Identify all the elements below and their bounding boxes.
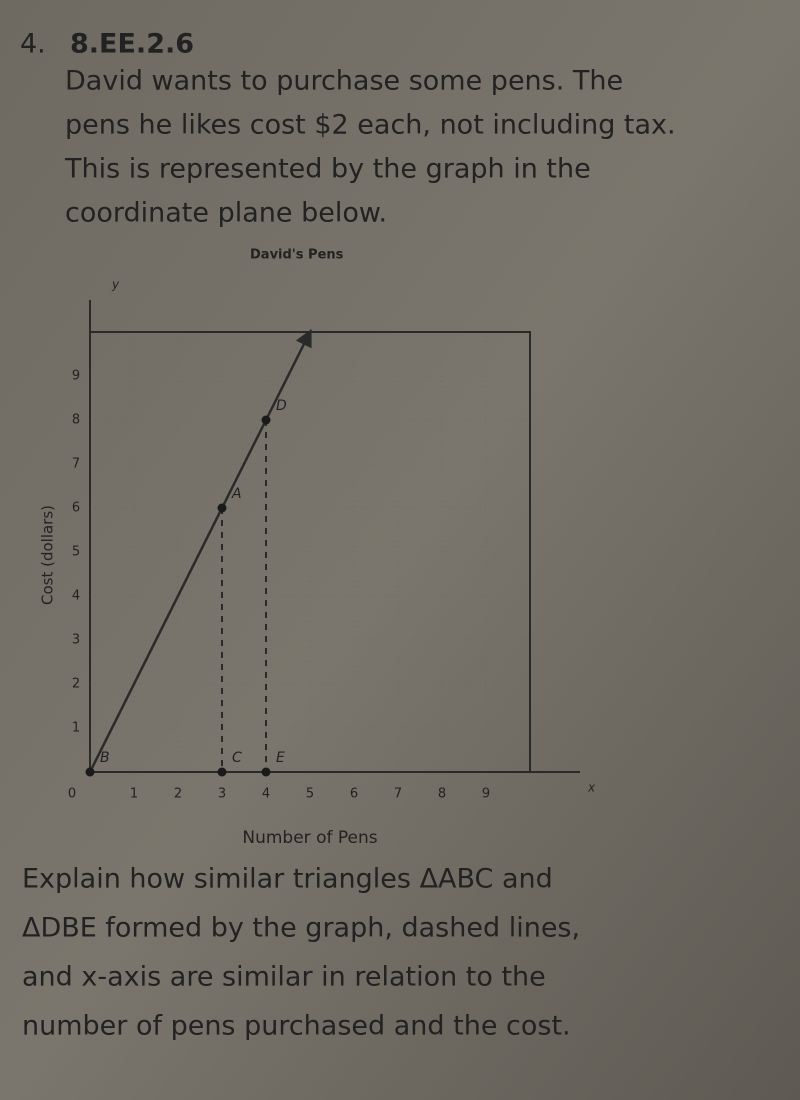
point — [217, 767, 227, 777]
x-tick-label: 2 — [174, 787, 182, 802]
point-label: A — [231, 486, 242, 502]
x-tick-label: 6 — [350, 787, 358, 802]
y-axis-letter: y — [111, 278, 120, 292]
x-tick-label: 0 — [68, 787, 76, 802]
point — [85, 767, 95, 777]
x-tick-label: 5 — [306, 787, 314, 802]
problem-line: This is represented by the graph in the — [64, 154, 591, 185]
point-label: B — [100, 750, 110, 766]
y-tick-label: 2 — [72, 677, 80, 692]
x-axis-label: Number of Pens — [242, 828, 377, 848]
x-tick-label: 4 — [262, 787, 270, 802]
question-line: ΔDBE formed by the graph, dashed lines, — [22, 913, 580, 944]
y-tick-label: 7 — [72, 457, 80, 472]
point-label: E — [276, 750, 285, 766]
chart-title: David's Pens — [250, 248, 344, 263]
problem-line: coordinate plane below. — [65, 198, 387, 229]
point — [217, 503, 227, 513]
question-line: Explain how similar triangles ΔABC and — [22, 864, 553, 895]
y-tick-label: 9 — [72, 369, 80, 384]
standard: 8.EE.2.6 — [70, 29, 194, 60]
point-label: D — [276, 398, 287, 414]
point-label: C — [232, 750, 242, 766]
data-line — [88, 328, 312, 773]
x-tick-label: 8 — [438, 787, 446, 802]
problem-number: 4. — [20, 29, 46, 60]
question-line: number of pens purchased and the cost. — [22, 1011, 571, 1042]
y-tick-label: 4 — [72, 589, 80, 604]
x-axis-letter: x — [587, 781, 596, 795]
x-tick-label: 9 — [482, 787, 490, 802]
y-tick-label: 8 — [72, 413, 80, 428]
problem-line: David wants to purchase some pens. The — [65, 66, 623, 97]
y-tick-label: 1 — [72, 721, 80, 736]
point — [261, 767, 271, 777]
question-line: and x-axis are similar in relation to th… — [22, 962, 546, 993]
point — [261, 415, 271, 425]
x-tick-label: 3 — [218, 787, 226, 802]
y-tick-label: 5 — [72, 545, 80, 560]
problem-line: pens he likes cost $2 each, not includin… — [65, 110, 676, 141]
y-tick-label: 3 — [72, 633, 80, 648]
y-tick-label: 6 — [72, 501, 80, 516]
x-tick-label: 7 — [394, 787, 402, 802]
x-tick-label: 1 — [130, 787, 138, 802]
y-axis-label: Cost (dollars) — [39, 505, 57, 605]
